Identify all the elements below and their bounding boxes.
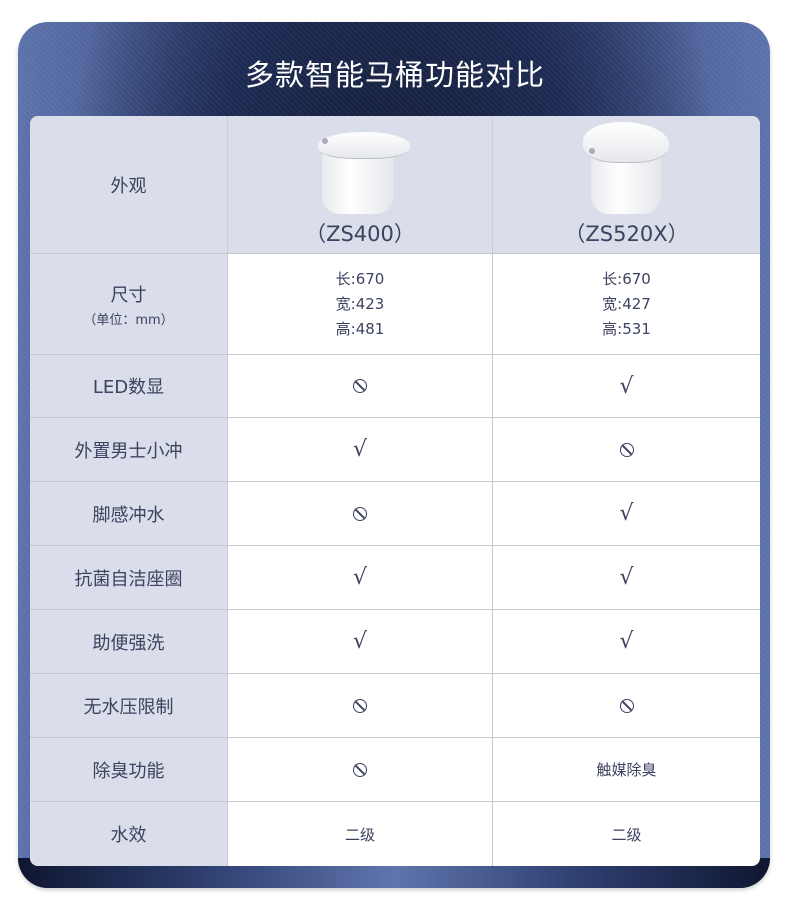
row-label: 除臭功能: [30, 738, 227, 801]
toilet-image-zs520x: [577, 121, 677, 214]
feature-value: 触媒除臭: [492, 738, 760, 801]
height: 高:481: [335, 319, 385, 338]
feature-value: 二级: [227, 802, 492, 866]
product-2-header: （ZS520X）: [492, 116, 760, 253]
comparison-table: 外观 （ZS400） （ZS520X） 尺寸 （单位：mm） 长:670 宽:4…: [30, 116, 760, 866]
product-model: （ZS400）: [305, 221, 415, 246]
check-icon: √: [619, 629, 634, 654]
toilet-image-zs400: [310, 122, 410, 214]
feature-cell: √: [492, 546, 760, 609]
prohibited-icon: [353, 379, 367, 393]
row-label: 无水压限制: [30, 674, 227, 737]
check-icon: √: [619, 501, 634, 526]
table-row: 抗菌自洁座圈 √ √: [30, 545, 760, 609]
table-row: 无水压限制: [30, 673, 760, 737]
table-row: 脚感冲水 √: [30, 481, 760, 545]
row-label: LED数显: [30, 355, 227, 417]
check-icon: √: [352, 565, 368, 590]
check-icon: √: [352, 437, 368, 462]
feature-cell: [227, 482, 492, 545]
width: 宽:423: [335, 294, 385, 313]
feature-cell: √: [227, 610, 492, 673]
row-label: 脚感冲水: [30, 482, 227, 545]
prohibited-icon: [619, 698, 634, 713]
feature-cell: √: [227, 546, 492, 609]
product-model: （ZS520X）: [564, 221, 689, 246]
table-row-size: 尺寸 （单位：mm） 长:670 宽:423 高:481 长:670 宽:427…: [30, 253, 760, 354]
feature-cell: √: [492, 482, 760, 545]
size-label: 尺寸: [110, 284, 147, 306]
length: 长:670: [602, 269, 651, 288]
feature-cell: [227, 674, 492, 737]
prohibited-icon: [619, 442, 634, 457]
prohibited-icon: [353, 506, 367, 521]
feature-cell: √: [492, 610, 760, 673]
page-title: 多款智能马桶功能对比: [244, 58, 545, 92]
product-1-header: （ZS400）: [227, 116, 492, 253]
row-label: 助便强洗: [30, 610, 227, 673]
row-label: 外置男士小冲: [30, 418, 227, 481]
prohibited-icon: [353, 698, 367, 713]
feature-cell: √: [227, 418, 492, 481]
row-label: 尺寸 （单位：mm）: [30, 254, 227, 354]
row-label: 抗菌自洁座圈: [30, 546, 227, 609]
height: 高:531: [602, 319, 651, 338]
table-row: 外置男士小冲 √: [30, 417, 760, 481]
feature-cell: [227, 738, 492, 801]
table-row-appearance: 外观 （ZS400） （ZS520X）: [30, 116, 760, 253]
size-unit: （单位：mm）: [83, 312, 174, 328]
table-row: 除臭功能 触媒除臭: [30, 737, 760, 801]
table-row: 水效 二级 二级: [30, 801, 760, 866]
width: 宽:427: [602, 294, 651, 313]
table-row: LED数显 √: [30, 354, 760, 417]
size-cell: 长:670 宽:423 高:481: [227, 254, 492, 354]
feature-value: 二级: [492, 802, 760, 866]
size-cell: 长:670 宽:427 高:531: [492, 254, 760, 354]
prohibited-icon: [353, 762, 367, 777]
feature-cell: [227, 355, 492, 417]
check-icon: √: [619, 373, 634, 399]
row-label: 外观: [30, 116, 227, 253]
check-icon: √: [352, 629, 368, 654]
row-label: 水效: [30, 802, 227, 866]
length: 长:670: [335, 269, 385, 288]
table-row: 助便强洗 √ √: [30, 609, 760, 673]
feature-cell: [492, 674, 760, 737]
feature-cell: [492, 418, 760, 481]
check-icon: √: [619, 565, 634, 590]
feature-cell: √: [492, 355, 760, 417]
